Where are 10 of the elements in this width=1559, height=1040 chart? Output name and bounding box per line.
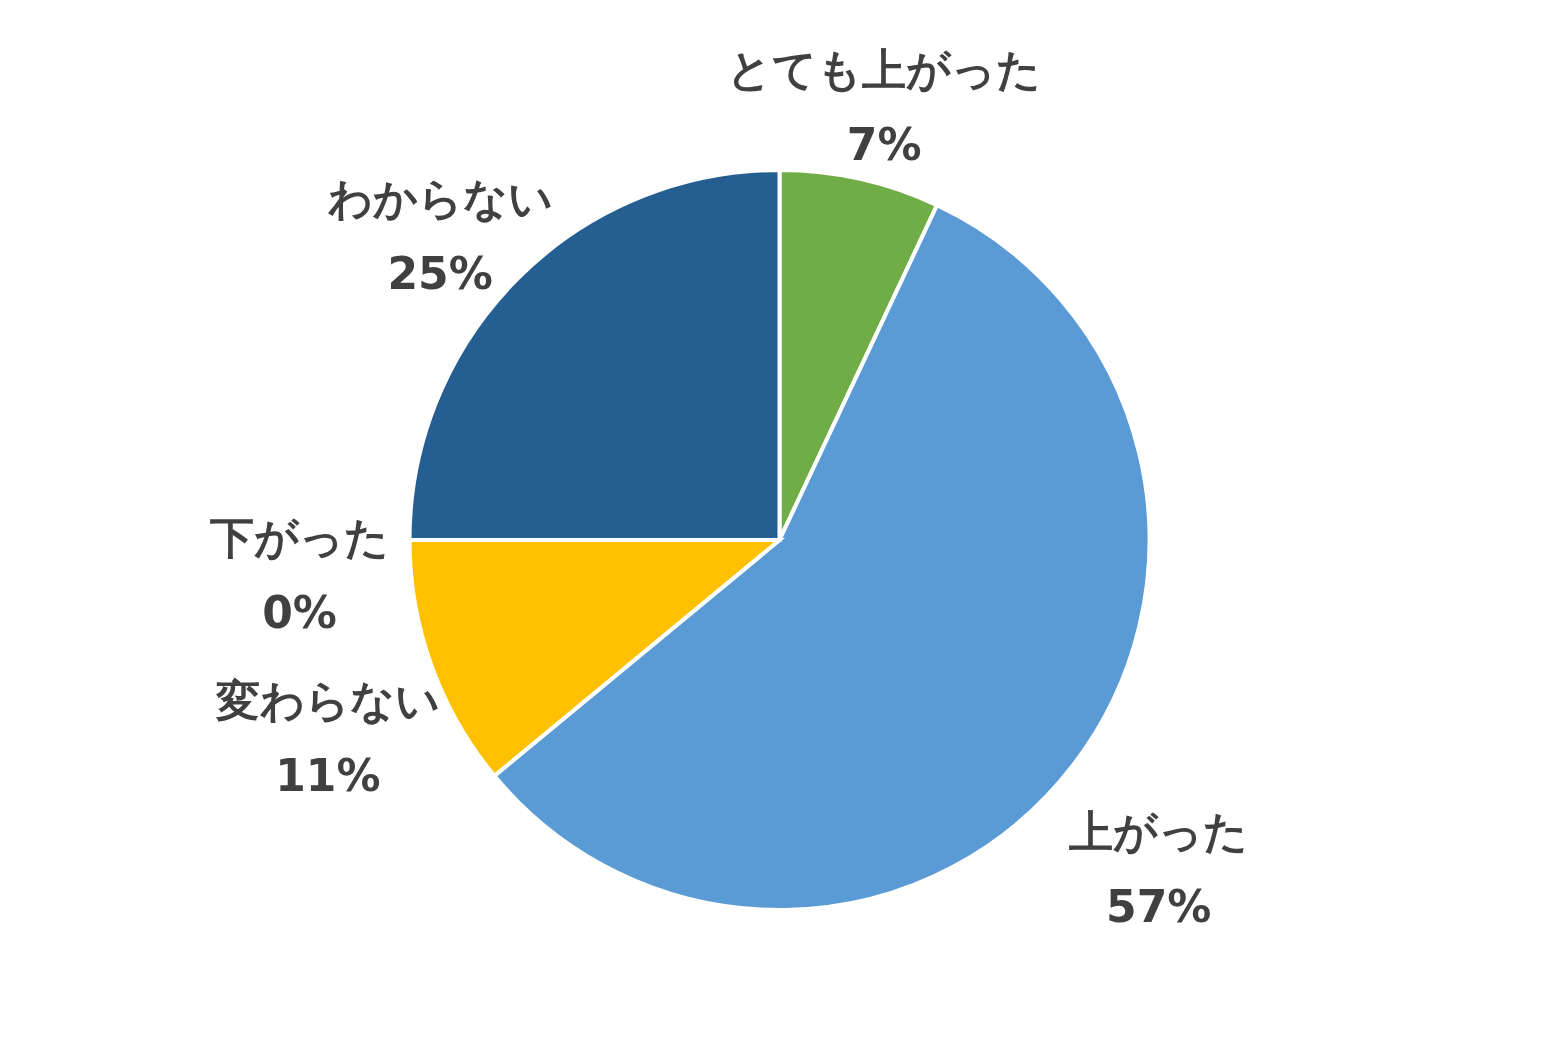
slice-label: 変わらない <box>214 674 440 726</box>
text: 0% <box>262 587 337 638</box>
slice-label: わからない <box>327 172 553 224</box>
slice-label: 上がった <box>1069 806 1249 858</box>
data-label: 25% <box>387 247 493 299</box>
data-label: 7% <box>846 118 922 170</box>
category-label: 下がった <box>210 512 389 563</box>
slice-label: とても上がった <box>727 43 1042 95</box>
data-label: 11% <box>275 749 381 801</box>
data-label: 57% <box>1106 881 1212 933</box>
